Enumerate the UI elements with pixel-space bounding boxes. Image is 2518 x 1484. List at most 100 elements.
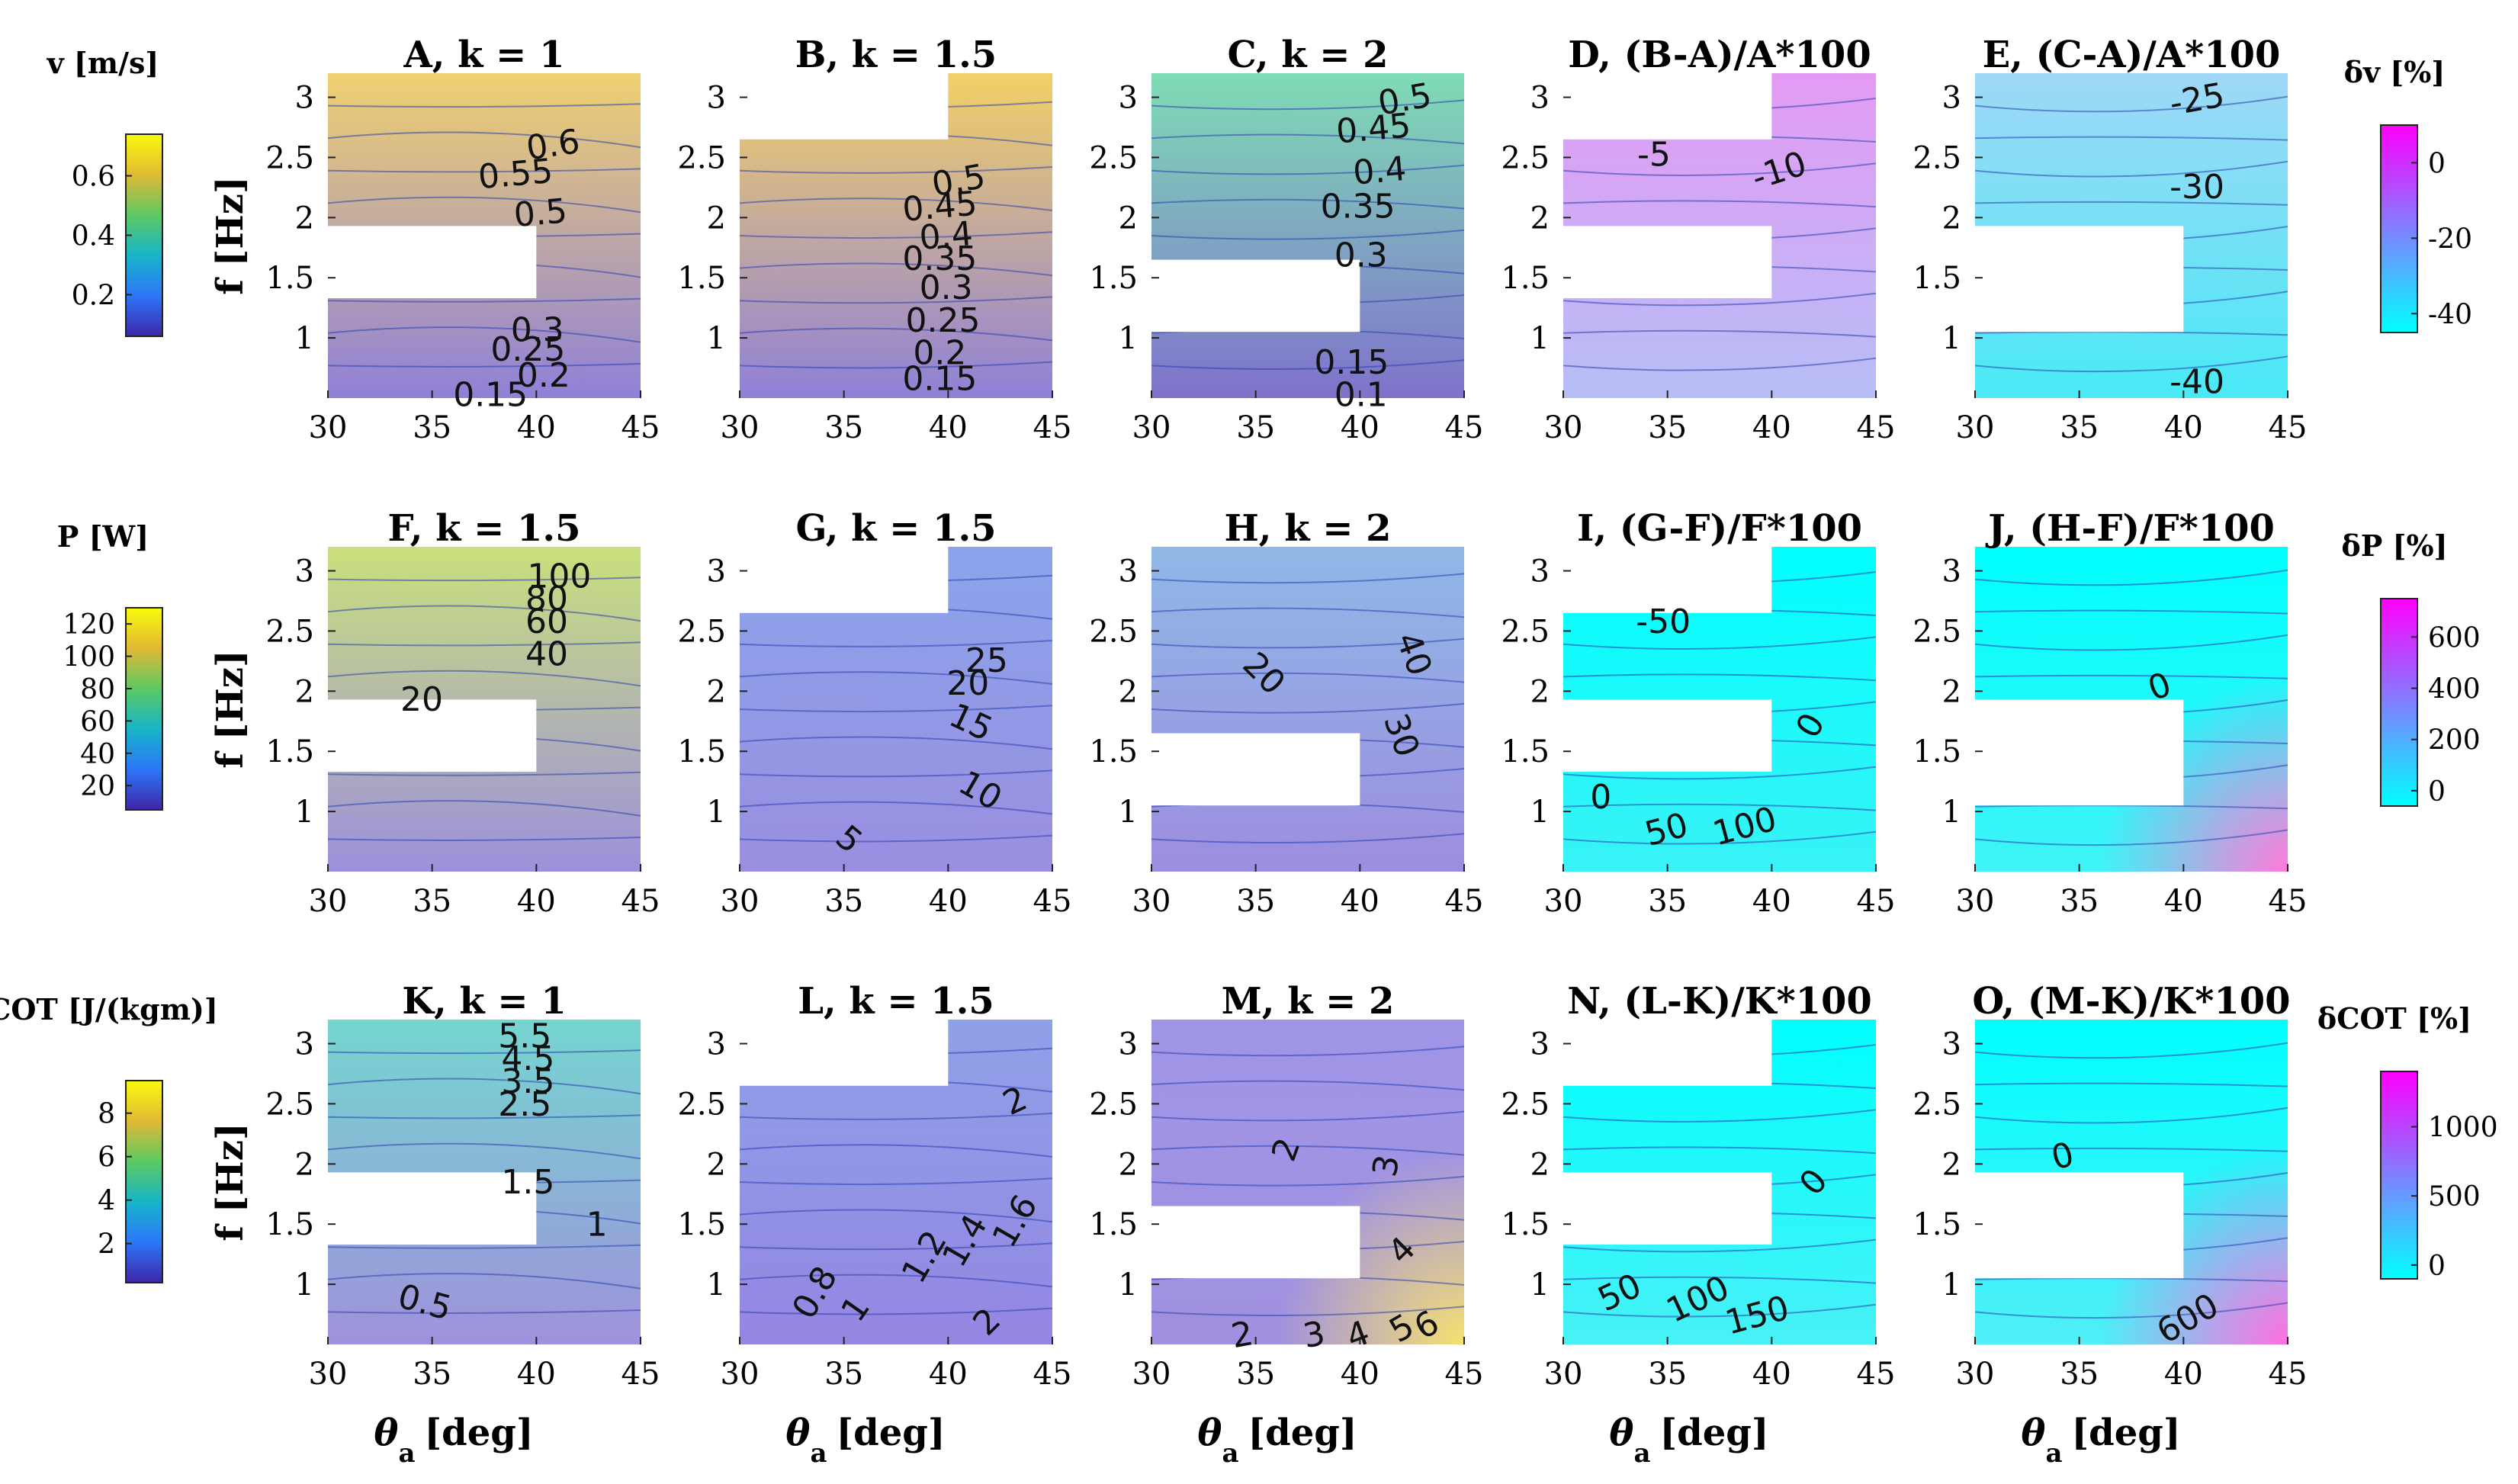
contour-line	[1563, 292, 1877, 307]
colorbar-label: v [m/s]	[47, 46, 159, 80]
contour-line	[1974, 1042, 2288, 1059]
contour-label: -50	[1636, 602, 1691, 641]
colorbar-tick-label: 60	[80, 706, 115, 737]
y-tick-label: 1	[1530, 795, 1550, 830]
delta-colorbar	[2380, 598, 2418, 807]
colorbar-tick-label: 120	[63, 609, 115, 641]
y-tick-label: 3	[1119, 554, 1138, 589]
y-tick-label: 1.5	[1501, 734, 1550, 769]
y-tick-label: 3	[1530, 81, 1550, 116]
contour-label: -25	[2166, 75, 2227, 124]
contour-line	[1151, 359, 1465, 371]
panel-a: 0.60.550.5 0.30.250.20.15 A, k = 1 30 35 40 45…	[265, 34, 660, 445]
contour-line	[327, 326, 641, 343]
contour-line	[327, 837, 641, 841]
contour-line	[1974, 805, 2288, 810]
panel-b: 0.50.450.40.350.30.250.20.15 B, k = 1.5 30…	[677, 34, 1071, 445]
x-tick-label: 30	[1956, 410, 1995, 445]
contour-label: 5.5	[498, 1017, 551, 1055]
contour-line	[1151, 638, 1465, 649]
x-tick-label: 45	[621, 1357, 660, 1392]
x-axis-label-symbol: θ	[1609, 1412, 1633, 1454]
panel-k: 5.54.53.52.51.510.5K, k = 130 35 40 4511.52…	[265, 980, 660, 1392]
y-tick-label: 1.5	[265, 1207, 314, 1242]
colorbar-tick-label: 0.2	[72, 280, 115, 311]
contour-line	[1151, 573, 1465, 584]
x-tick-label: 30	[721, 1357, 760, 1392]
colorbar-tick-label: 20	[80, 771, 115, 802]
x-tick-label: 35	[1236, 1357, 1275, 1392]
panel-title: A, k = 1	[403, 34, 565, 76]
colorbar-tick-label: 0.4	[72, 221, 115, 252]
y-tick-label: 1.5	[1913, 734, 1961, 769]
contour-label: 0.4	[1351, 149, 1408, 193]
x-tick-label: 45	[2269, 1357, 2308, 1392]
contour-label: 0.3	[1334, 236, 1388, 275]
x-tick-label: 30	[309, 884, 348, 919]
contour-line	[1563, 803, 1877, 811]
contour-label: 0.15	[1314, 343, 1389, 382]
panel-surface	[1151, 547, 1464, 872]
y-tick-label: 1.5	[1501, 1207, 1550, 1242]
delta-colorbar-tick-label: 500	[2428, 1181, 2481, 1213]
x-tick-label: 40	[1752, 1357, 1791, 1392]
contour-line	[1563, 766, 1877, 780]
contour-line	[1974, 634, 2288, 651]
contour-label: 0.4	[918, 214, 975, 258]
y-tick-label: 2	[1119, 201, 1138, 236]
delta-colorbar	[2380, 124, 2418, 333]
colorbar-label: COT [J/(kgm)]	[0, 992, 218, 1026]
delta-colorbar	[2380, 1071, 2418, 1280]
colorbar	[125, 607, 163, 811]
x-tick-label: 30	[309, 410, 348, 445]
x-tick-label: 45	[2269, 884, 2308, 919]
x-tick-label: 35	[413, 884, 451, 919]
contour-line	[327, 1309, 641, 1314]
contour-line	[1151, 229, 1465, 240]
contour-line	[327, 800, 641, 817]
panel-surface	[1151, 73, 1464, 398]
x-tick-label: 40	[929, 1357, 968, 1392]
x-axis-label-unit: [deg]	[424, 1412, 533, 1454]
delta-colorbar-tick-label: 0	[2428, 1251, 2446, 1282]
y-tick-label: 3	[707, 81, 726, 116]
contour-line	[327, 131, 641, 149]
x-tick-label: 45	[2269, 410, 2308, 445]
x-axis-label-unit: [deg]	[836, 1412, 945, 1454]
contour-label: 0.35	[1321, 188, 1395, 226]
x-tick-label: 30	[309, 1357, 348, 1392]
x-tick-label: 30	[721, 884, 760, 919]
contour-label: 0.45	[1334, 106, 1412, 151]
x-tick-label: 45	[1033, 410, 1072, 445]
y-tick-label: 2.5	[677, 1087, 726, 1122]
contour-line	[1151, 1046, 1465, 1057]
y-tick-label: 2	[295, 201, 314, 236]
x-tick-label: 35	[824, 884, 863, 919]
y-tick-label: 2.5	[1913, 140, 1961, 175]
y-tick-label: 2	[1942, 1147, 1961, 1182]
panel-title: L, k = 1.5	[798, 980, 994, 1023]
y-tick-label: 1.5	[1089, 1207, 1138, 1242]
contour-line	[327, 363, 641, 368]
contour-line	[1151, 1175, 1465, 1187]
y-tick-label: 2	[707, 674, 726, 709]
x-tick-label: 45	[621, 884, 660, 919]
y-tick-label: 2.5	[1501, 140, 1550, 175]
contour-label: 0.25	[490, 330, 565, 369]
colorbar-tick-label: 4	[98, 1186, 115, 1217]
missing-data-region	[1563, 73, 1772, 140]
contour-label: 0.25	[906, 301, 981, 340]
contour-line	[327, 1244, 641, 1249]
contour-line	[739, 1209, 1053, 1223]
contour-line	[1974, 160, 2288, 178]
y-tick-label: 2	[295, 1147, 314, 1182]
colorbar-tick-label: 80	[80, 674, 115, 705]
contour-line	[739, 296, 1053, 304]
contour-line	[1974, 136, 2288, 141]
y-tick-label: 1	[707, 321, 726, 356]
contour-label: 0.35	[902, 239, 977, 278]
missing-data-region	[328, 226, 537, 299]
contour-line	[739, 1144, 1053, 1158]
